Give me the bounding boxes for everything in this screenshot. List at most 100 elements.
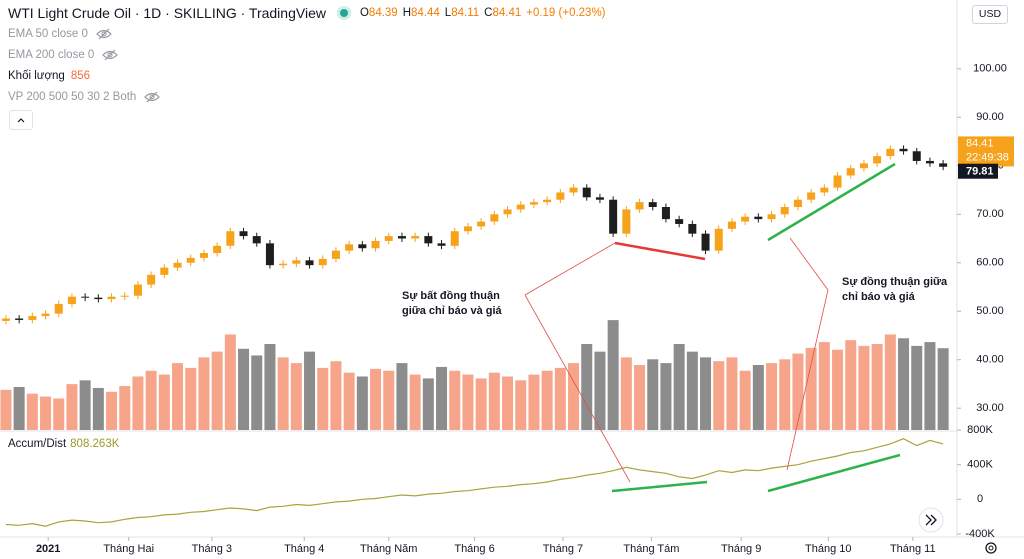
candle-body: [582, 187, 591, 198]
last-close-label: 84.41: [966, 137, 994, 149]
volume-bar: [290, 363, 302, 430]
candle-body: [701, 233, 710, 251]
candle-body: [925, 160, 934, 164]
ohlc-key: O: [359, 7, 369, 19]
candle-body: [463, 226, 472, 232]
indicator-name: EMA 50 close 0: [8, 28, 88, 40]
candle-body: [265, 243, 274, 266]
indicator-row[interactable]: Khối lượng 856: [8, 70, 90, 82]
volume-bar: [106, 391, 118, 430]
candle-body: [859, 163, 868, 169]
volume-bar: [528, 374, 540, 430]
y-tick-label: 400K: [967, 459, 993, 471]
x-tick-label: Tháng Tám: [623, 543, 679, 555]
volume-bar: [779, 359, 791, 430]
settings-icon-core: [988, 545, 994, 551]
candle-body: [635, 202, 644, 210]
volume-bar: [436, 366, 448, 430]
volume-bar: [370, 368, 382, 430]
candle-body: [609, 199, 618, 234]
candle-body: [133, 284, 142, 296]
candle-body: [450, 231, 459, 246]
volume-bar: [224, 334, 236, 430]
candle-body: [186, 257, 195, 263]
volume-bar: [594, 351, 606, 430]
volume-bar: [158, 374, 170, 430]
ohlc-key: H: [402, 7, 412, 19]
hide-icon[interactable]: [144, 91, 161, 103]
price-trend-line: [767, 162, 896, 242]
volume-bar: [660, 363, 672, 430]
ohlc-key: C: [484, 7, 493, 19]
pointer-line: [786, 289, 829, 471]
indicator-row[interactable]: VP 200 500 50 30 2 Both: [8, 91, 161, 103]
collapse-icon: [17, 118, 25, 123]
candle-body: [886, 148, 895, 157]
volume-bar: [739, 370, 751, 430]
last-price-label: 79.81: [966, 166, 994, 178]
candle-body: [28, 316, 37, 320]
volume-bar: [238, 348, 250, 430]
volume-bar: [911, 345, 923, 430]
volume-bar: [53, 398, 65, 430]
volume-bar: [198, 357, 210, 430]
candle-body: [912, 151, 921, 161]
scroll-icon: [925, 514, 937, 526]
candle-body: [252, 236, 261, 244]
candle-body: [397, 236, 406, 239]
candle-body: [239, 231, 248, 237]
pointer-line: [524, 242, 616, 296]
candle-body: [675, 219, 684, 224]
x-tick-label: Tháng Hai: [103, 543, 154, 555]
volume-bar: [502, 376, 514, 430]
volume-bar: [449, 370, 461, 430]
candle-body: [147, 274, 156, 285]
candle-body: [41, 313, 50, 317]
currency-button[interactable]: USD: [972, 5, 1008, 24]
candle-body: [160, 267, 169, 275]
candle-body: [81, 296, 90, 298]
candle-body: [688, 223, 697, 234]
volume-bar: [673, 344, 685, 430]
y-tick-label: 50.00: [976, 305, 1004, 317]
indicator-name: EMA 200 close 0: [8, 49, 95, 61]
y-tick-label: 40.00: [976, 354, 1004, 366]
settings-icon[interactable]: [985, 542, 997, 554]
indicator-row[interactable]: EMA 200 close 0: [8, 49, 119, 61]
candle-body: [833, 175, 842, 188]
indicator-legend: Accum/Dist 808.263K: [8, 438, 119, 450]
indicator-name: Accum/Dist: [8, 438, 67, 450]
hide-icon[interactable]: [96, 28, 112, 40]
candle-body: [279, 263, 288, 266]
volume-bar: [119, 386, 131, 430]
ohlc-value: 84.39: [368, 7, 398, 19]
y-tick-label: -400K: [965, 528, 995, 540]
volume-bar: [13, 387, 25, 430]
indicator-row[interactable]: EMA 50 close 0: [8, 28, 112, 40]
candle-body: [793, 199, 802, 208]
x-tick-label: Tháng 11: [890, 543, 936, 555]
candle-body: [767, 214, 776, 220]
y-tick-label: 100.00: [973, 63, 1007, 75]
candle-body: [714, 228, 723, 251]
x-tick-label: Tháng Năm: [360, 543, 417, 555]
candle-body: [543, 199, 552, 203]
x-tick-label: Tháng 6: [454, 543, 494, 555]
candle-body: [173, 262, 182, 268]
volume-bar: [818, 342, 830, 430]
volume-bar: [172, 363, 184, 430]
volume-bar: [488, 372, 500, 430]
hide-icon[interactable]: [102, 49, 119, 61]
y-tick-label: 800K: [967, 424, 993, 436]
indicator-value: 856: [70, 70, 90, 82]
candle-body: [490, 214, 499, 222]
collapse-button[interactable]: [9, 110, 33, 130]
volume-bar: [132, 376, 144, 430]
annotation: Sự bất đồng thuận: [402, 290, 500, 302]
candle-body: [199, 253, 208, 258]
candle-body: [305, 260, 314, 266]
pointer-line: [524, 294, 631, 483]
volume-bar: [924, 342, 936, 430]
candle-body: [67, 296, 76, 304]
volume-bar: [475, 378, 487, 430]
